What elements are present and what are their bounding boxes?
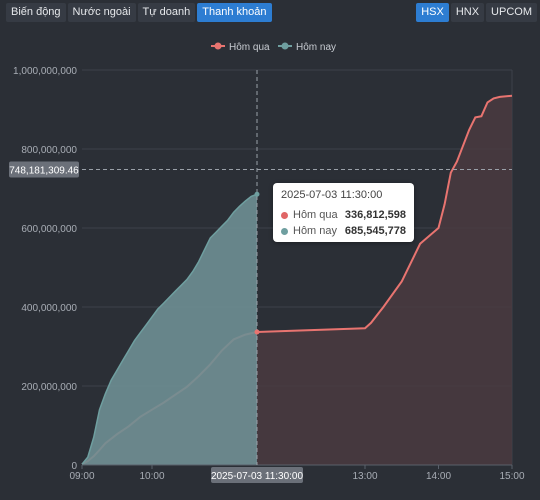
y-tick-label: 400,000,000 [21,303,77,314]
crosshair-x-badge [211,467,303,483]
y-tick-label: 600,000,000 [21,224,77,235]
tooltip-value-yesterday: 336,812,598 [344,209,406,221]
y-tick-label: 200,000,000 [21,382,77,393]
x-tick-label: 14:00 [426,471,451,482]
x-tick-label: 09:00 [69,471,94,482]
crosshair-y-label: 748,181,309.46 [9,165,79,176]
series-area-today [82,194,257,465]
tab-tu-doanh[interactable]: Tự doanh [137,3,196,22]
tooltip-row-today: Hôm nay 685,545,778 [281,223,406,239]
tab-hsx[interactable]: HSX [416,3,449,22]
tooltip-dot-today [281,227,288,235]
tab-bien-dong[interactable]: Biến động [6,3,66,22]
hover-point-today [254,191,260,197]
x-tick-label: 10:00 [139,471,164,482]
exchange-tabs: HSX HNX UPCOM [416,3,537,22]
hover-point-yesterday [254,329,260,335]
tooltip-label-yesterday: Hôm qua [293,209,338,221]
tab-hnx[interactable]: HNX [450,3,485,22]
legend-label-yesterday: Hôm qua [229,42,270,53]
legend-marker-today [281,42,289,50]
legend-label-today: Hôm nay [296,42,336,53]
crosshair-x-label: 2025-07-03 11:30:00 [211,471,304,482]
series-line-today [81,193,258,465]
crosshair-y-badge [9,161,79,178]
x-tick-label: 15:00 [499,471,524,482]
tab-upcom[interactable]: UPCOM [486,3,537,22]
x-tick-label: 13:00 [352,471,377,482]
tooltip-value-today: 685,545,778 [344,225,406,237]
tooltip-time: 2025-07-03 11:30:00 [281,189,383,201]
y-tick-label: 800,000,000 [21,145,77,156]
y-tick-label: 1,000,000,000 [13,66,77,77]
tab-nuoc-ngoai[interactable]: Nước ngoài [67,3,136,22]
series-area-yesterday [82,95,512,465]
tooltip-dot-yesterday [281,211,288,219]
tab-thanh-khoan[interactable]: Thanh khoản [197,3,272,22]
tooltip-label-today: Hôm nay [293,225,338,237]
y-tick-label: 0 [71,461,77,472]
legend-marker-yesterday [214,42,222,50]
tooltip-row-yesterday: Hôm qua 336,812,598 [281,207,406,223]
metric-tabs: Biến động Nước ngoài Tự doanh Thanh khoả… [6,3,272,22]
chart-tooltip: 2025-07-03 11:30:00 Hôm qua 336,812,598 … [273,183,414,242]
